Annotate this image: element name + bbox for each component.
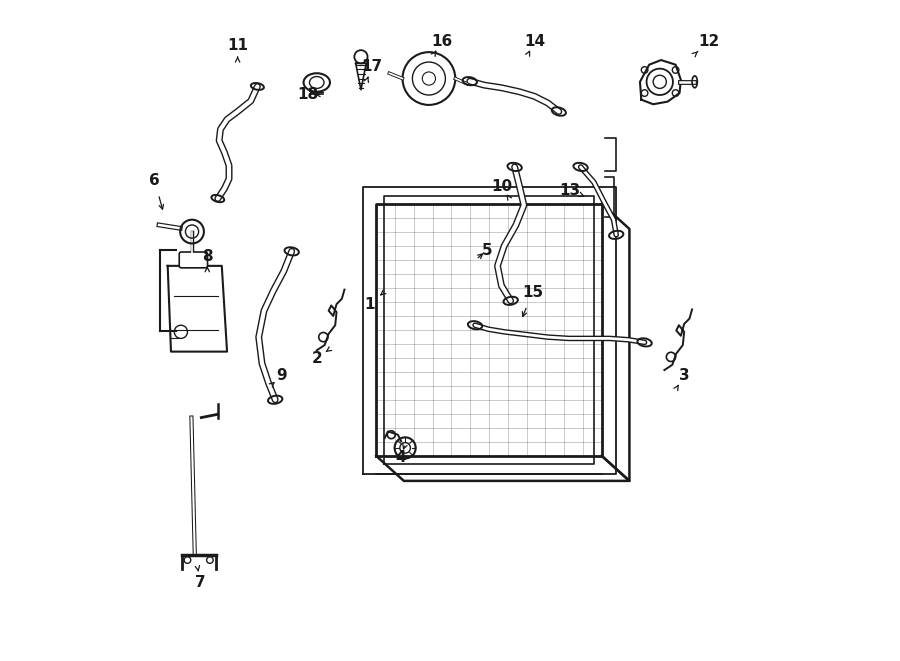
Text: 15: 15 xyxy=(522,285,543,299)
Text: 9: 9 xyxy=(276,368,287,383)
Text: 5: 5 xyxy=(482,243,492,258)
Circle shape xyxy=(355,50,367,63)
FancyBboxPatch shape xyxy=(179,252,208,268)
Polygon shape xyxy=(167,266,227,352)
Text: 10: 10 xyxy=(491,179,512,194)
Circle shape xyxy=(402,52,455,105)
Text: 1: 1 xyxy=(364,297,374,311)
Text: 6: 6 xyxy=(149,173,160,188)
Text: 16: 16 xyxy=(431,34,453,49)
Text: 13: 13 xyxy=(560,183,580,198)
Text: 2: 2 xyxy=(311,351,322,366)
Text: 7: 7 xyxy=(195,575,206,590)
Text: 3: 3 xyxy=(679,368,689,383)
Text: 17: 17 xyxy=(362,59,382,74)
Text: 14: 14 xyxy=(524,34,545,49)
Text: 4: 4 xyxy=(395,449,406,465)
Text: 18: 18 xyxy=(298,87,319,102)
Text: 11: 11 xyxy=(227,38,248,53)
Text: 12: 12 xyxy=(698,34,719,49)
Polygon shape xyxy=(640,60,681,104)
Text: 8: 8 xyxy=(202,249,212,264)
Ellipse shape xyxy=(303,73,330,92)
